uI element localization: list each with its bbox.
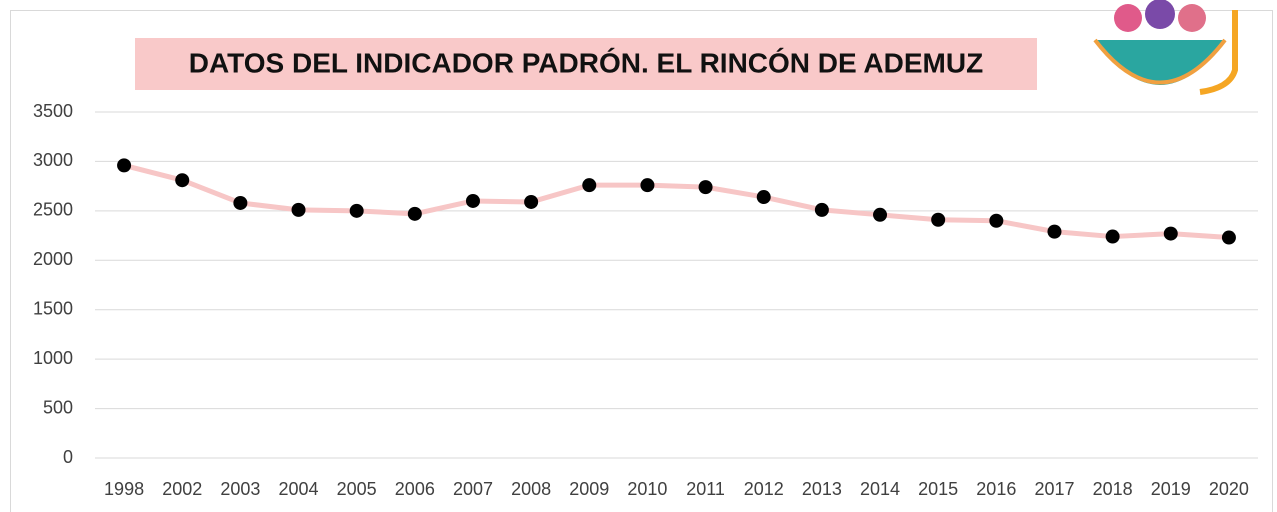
x-tick-label: 2005 [337,479,377,499]
y-tick-label: 1500 [33,298,73,318]
data-point [465,193,480,208]
x-tick-label: 2002 [162,479,202,499]
data-point [582,178,597,193]
chart-border [10,10,1273,512]
x-tick-label: 2008 [511,479,551,499]
y-tick-label: 2000 [33,249,73,269]
data-point [873,207,888,222]
x-tick-label: 2018 [1093,479,1133,499]
x-tick-label: 2007 [453,479,493,499]
data-point [233,195,248,210]
logo [1093,0,1238,95]
x-tick-label: 2011 [686,479,725,499]
x-tick-label: 2004 [279,479,319,499]
data-point [117,158,132,173]
x-tick-label: 2013 [802,479,842,499]
y-tick-label: 3500 [33,101,73,121]
x-tick-label: 2016 [976,479,1016,499]
data-point [814,202,829,217]
x-tick-label: 2019 [1151,479,1191,499]
y-tick-label: 1000 [33,348,73,368]
y-tick-label: 0 [63,447,73,467]
x-tick-label: 2017 [1034,479,1074,499]
data-point [1221,230,1236,245]
data-point [407,206,422,221]
x-tick-label: 2010 [627,479,667,499]
data-point [640,178,655,193]
data-point [756,190,771,205]
data-point [1163,226,1178,241]
data-point [1047,224,1062,239]
data-point [349,203,364,218]
x-tick-label: 2003 [220,479,260,499]
x-tick-label: 2015 [918,479,958,499]
data-point [931,212,946,227]
data-point [524,194,539,209]
y-tick-label: 3000 [33,150,73,170]
series-line [123,162,1230,241]
chart-title: DATOS DEL INDICADOR PADRÓN. EL RINCÓN DE… [189,47,983,78]
y-tick-label: 2500 [33,200,73,220]
title-background [135,38,1037,90]
data-point [989,213,1004,228]
x-tick-label: 2012 [744,479,784,499]
x-tick-label: 2014 [860,479,900,499]
x-tick-label: 2006 [395,479,435,499]
data-point [1105,229,1120,244]
x-tick-label: 1998 [104,479,144,499]
x-tick-label: 2020 [1209,479,1249,499]
data-point [698,180,713,195]
y-tick-label: 500 [43,397,73,417]
x-tick-label: 2009 [569,479,609,499]
data-point [291,202,306,217]
data-point [175,173,190,188]
